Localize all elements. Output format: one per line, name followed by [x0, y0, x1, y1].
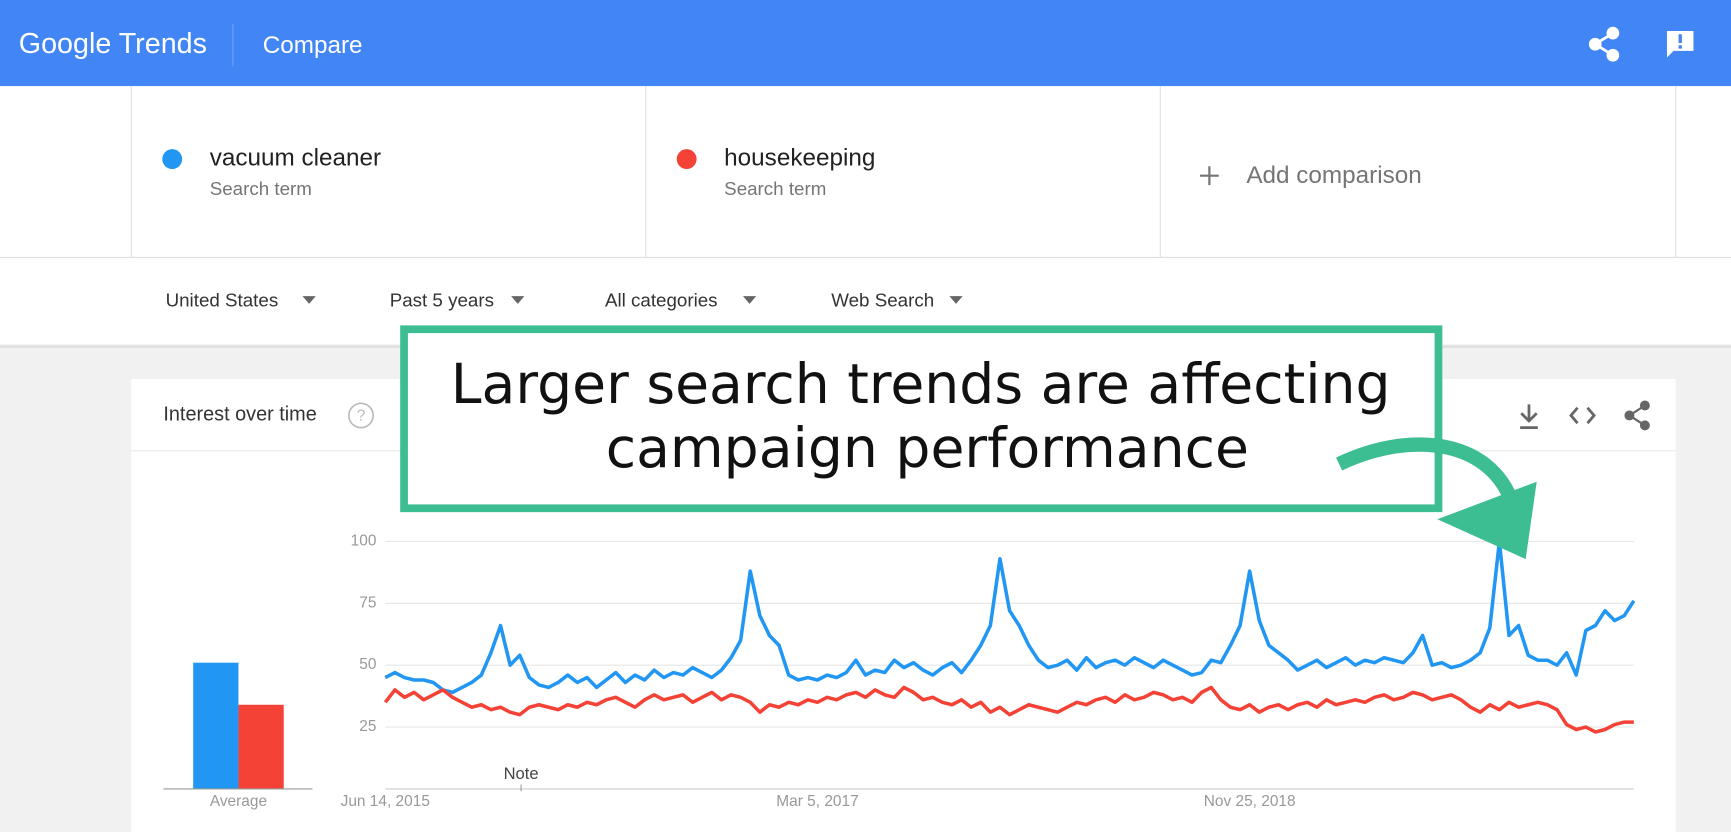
- x-tick-label: Jun 14, 2015: [341, 793, 430, 810]
- page-title: Compare: [263, 32, 363, 59]
- term-subtitle: Search term: [210, 178, 312, 199]
- term-1[interactable]: vacuum cleaner Search term: [162, 145, 381, 199]
- filter-label: All categories: [605, 290, 718, 311]
- x-tick-label: Nov 25, 2018: [1204, 793, 1296, 810]
- dropdown-arrow: [511, 296, 525, 304]
- line-series: [383, 685, 1634, 734]
- charts: Average 25 50 75 100 Jun 14, 2015 Mar 5, 2017 N…: [163, 532, 1636, 810]
- term-dividers: [0, 86, 1731, 258]
- embed-icon[interactable]: [1569, 406, 1596, 425]
- y-tick-label: 50: [359, 656, 376, 673]
- bar: [193, 662, 239, 789]
- annotation-arrow: [1336, 437, 1537, 560]
- share-icon[interactable]: [1588, 26, 1620, 62]
- note-label: Note: [504, 764, 539, 783]
- controls-panel: [0, 86, 1731, 345]
- y-tick-label: 100: [351, 532, 377, 549]
- annotation-text: Larger search trends are affecting: [451, 353, 1391, 417]
- dropdown-arrow: [302, 296, 316, 304]
- card-title: Interest over time: [163, 404, 316, 426]
- term-color-dot: [162, 149, 183, 170]
- term-color-dot: [676, 149, 697, 170]
- term-subtitle: Search term: [724, 178, 826, 199]
- download-icon[interactable]: [1520, 404, 1538, 429]
- term-name: housekeeping: [724, 145, 875, 172]
- annotation-text: campaign performance: [606, 417, 1249, 481]
- svg-text:?: ?: [357, 408, 366, 425]
- add-comparison[interactable]: Add comparison: [1199, 162, 1422, 189]
- x-tick-label: Average: [210, 793, 267, 810]
- feedback-icon[interactable]: [1666, 30, 1694, 58]
- bar: [238, 704, 284, 789]
- filter[interactable]: All categories: [605, 290, 757, 311]
- filter-label: Past 5 years: [390, 290, 494, 311]
- help-icon[interactable]: ?: [348, 402, 374, 429]
- filter-label: Web Search: [831, 290, 934, 311]
- annotation-box: [400, 325, 1443, 513]
- filter[interactable]: United States: [166, 290, 316, 311]
- filter-label: United States: [166, 290, 279, 311]
- dropdown-arrow: [949, 296, 963, 304]
- add-comparison-label: Add comparison: [1246, 162, 1421, 189]
- filter[interactable]: Web Search: [831, 290, 963, 311]
- y-tick-label: 25: [359, 718, 376, 735]
- line-series: [384, 539, 1636, 695]
- x-tick-label: Mar 5, 2017: [776, 793, 858, 810]
- app-bar: [0, 0, 1731, 87]
- term-2[interactable]: housekeeping Search term: [676, 145, 876, 199]
- share-icon[interactable]: [1624, 400, 1650, 431]
- logo[interactable]: Google Trends: [19, 28, 207, 60]
- term-name: vacuum cleaner: [210, 145, 381, 172]
- y-tick-label: 75: [359, 594, 376, 611]
- filter[interactable]: Past 5 years: [390, 290, 525, 311]
- dropdown-arrow: [742, 296, 757, 304]
- plus-icon: [1199, 166, 1219, 186]
